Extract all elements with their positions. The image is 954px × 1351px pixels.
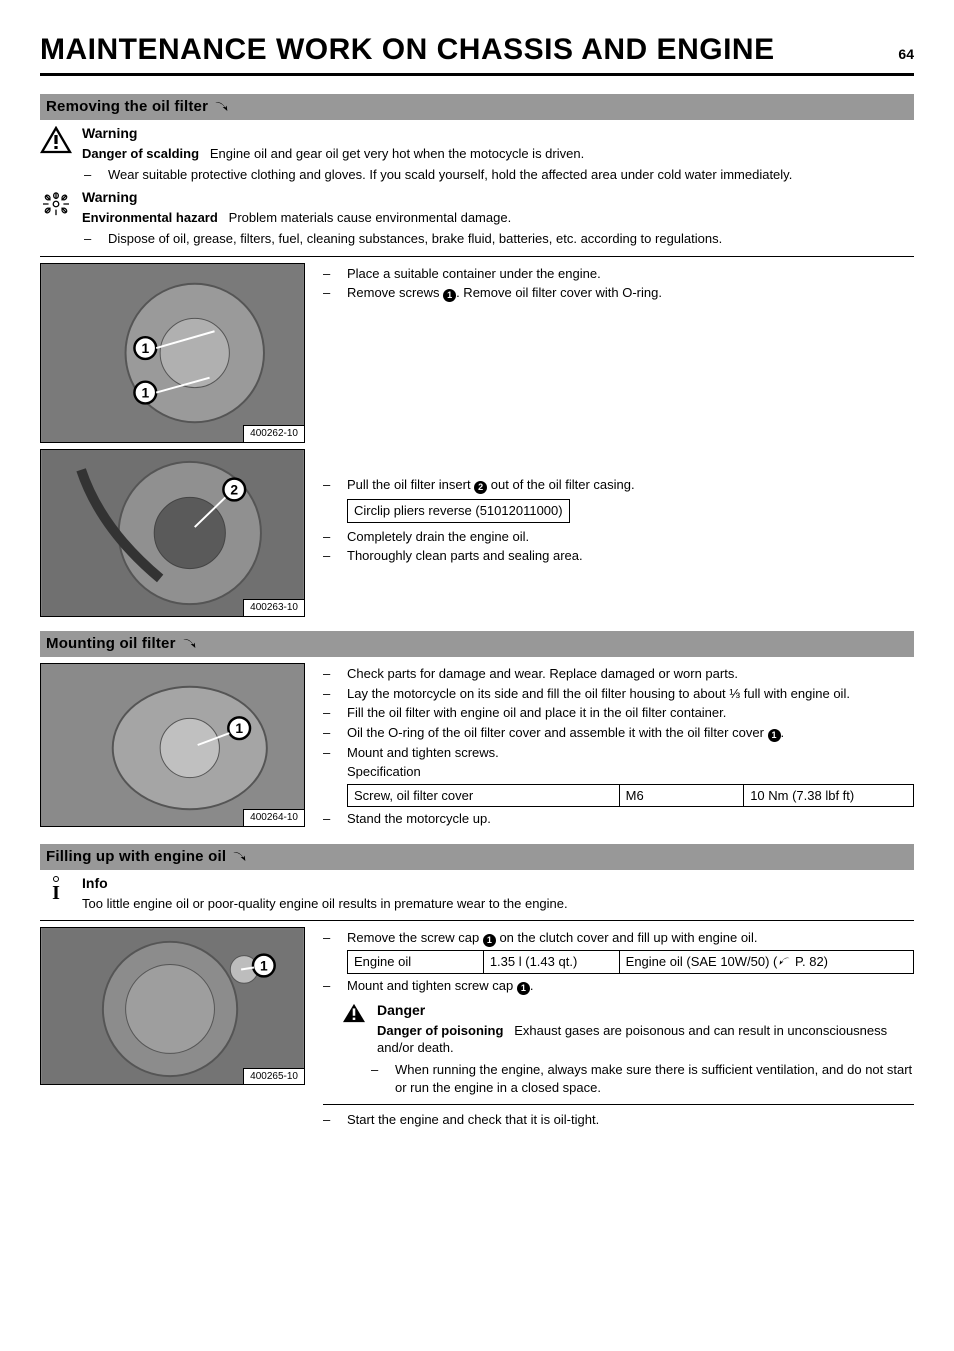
step-text: Oil the O-ring of the oil filter cover a…: [347, 724, 784, 742]
spec-label: Specification: [347, 763, 914, 781]
step-text: Place a suitable container under the eng…: [347, 265, 601, 283]
info-body: Too little engine oil or poor-quality en…: [82, 895, 914, 913]
warning-subhead: Environmental hazard: [82, 210, 218, 225]
step-text: Start the engine and check that it is oi…: [347, 1111, 599, 1129]
warning-body: Environmental hazard Problem materials c…: [82, 209, 914, 227]
warning-body-text: Engine oil and gear oil get very hot whe…: [210, 146, 584, 161]
figure-label: 400263-10: [243, 599, 304, 616]
callout-1: 1: [443, 289, 456, 302]
figure-column: 1 1 400262-10 2: [40, 263, 305, 617]
page-header: MAINTENANCE WORK ON CHASSIS AND ENGINE 6…: [40, 30, 914, 76]
steps-mount: –Check parts for damage and wear. Replac…: [323, 663, 914, 830]
section-title: Filling up with engine oil: [46, 847, 226, 867]
step-text: Mount and tighten screws.: [347, 744, 499, 762]
step-text: Thoroughly clean parts and sealing area.: [347, 547, 583, 565]
section-title: Mounting oil filter: [46, 634, 176, 654]
step-text: Fill the oil filter with engine oil and …: [347, 704, 726, 722]
step-row-mount: 1 400264-10 –Check parts for damage and …: [40, 663, 914, 830]
table-row: Engine oil 1.35 l (1.43 qt.) Engine oil …: [348, 951, 914, 974]
steps-fill: –Remove the screw cap 1 on the clutch co…: [323, 927, 914, 1130]
figure-label: 400264-10: [243, 809, 304, 826]
page-ref-arrow-icon: [777, 956, 791, 967]
divider: [323, 1104, 914, 1105]
info-text: Info Too little engine oil or poor-quali…: [82, 874, 914, 912]
callout-1: 1: [483, 934, 496, 947]
step-text: Stand the motorcycle up.: [347, 810, 491, 828]
step-text: Lay the motorcycle on its side and fill …: [347, 685, 850, 703]
warning-heading: Warning: [82, 188, 914, 207]
svg-text:1: 1: [235, 720, 243, 736]
step-text: Remove the screw cap 1 on the clutch cov…: [347, 929, 757, 947]
step-text: Check parts for damage and wear. Replace…: [347, 665, 738, 683]
step-text: Remove screws 1. Remove oil filter cover…: [347, 284, 662, 302]
svg-text:1: 1: [141, 384, 149, 400]
spec-thread: M6: [619, 784, 744, 807]
spec-torque: 10 Nm (7.38 lbf ft): [744, 784, 914, 807]
danger-bullet: –When running the engine, always make su…: [371, 1061, 914, 1096]
svg-text:1: 1: [260, 958, 268, 974]
warning-text: Warning Environmental hazard Problem mat…: [82, 188, 914, 226]
figure-400265: 1 400265-10: [40, 927, 305, 1085]
info-icon: I: [40, 876, 72, 912]
divider: [40, 256, 914, 257]
callout-1: 1: [768, 729, 781, 742]
bullet-text: Wear suitable protective clothing and gl…: [108, 166, 792, 184]
step-text: Completely drain the engine oil.: [347, 528, 529, 546]
warning-text: Warning Danger of scalding Engine oil an…: [82, 124, 914, 162]
figure-400262: 1 1 400262-10: [40, 263, 305, 443]
danger-triangle-icon: [341, 1001, 367, 1025]
section-mount-filter: Mounting oil filter: [40, 631, 914, 657]
spec-table: Screw, oil filter cover M6 10 Nm (7.38 l…: [347, 784, 914, 808]
curved-arrow-icon: [214, 100, 230, 114]
warning-scald-bullet: –Wear suitable protective clothing and g…: [84, 166, 914, 184]
oil-table: Engine oil 1.35 l (1.43 qt.) Engine oil …: [347, 950, 914, 974]
warning-scald: Warning Danger of scalding Engine oil an…: [40, 124, 914, 162]
bullet-text: Dispose of oil, grease, filters, fuel, c…: [108, 230, 722, 248]
eco-icon: [40, 190, 72, 218]
callout-2: 2: [474, 481, 487, 494]
danger-heading: Danger: [377, 1001, 914, 1020]
figure-label: 400262-10: [243, 425, 304, 442]
section-title: Removing the oil filter: [46, 97, 208, 117]
figure-400264: 1 400264-10: [40, 663, 305, 827]
oil-type: Engine oil (SAE 10W/50) ( P. 82): [619, 951, 913, 974]
page-title: MAINTENANCE WORK ON CHASSIS AND ENGINE: [40, 30, 775, 71]
oil-qty: 1.35 l (1.43 qt.): [483, 951, 619, 974]
warning-body: Danger of scalding Engine oil and gear o…: [82, 145, 914, 163]
oil-label: Engine oil: [348, 951, 484, 974]
bullet-text: When running the engine, always make sur…: [395, 1061, 914, 1096]
warning-subhead: Danger of scalding: [82, 146, 199, 161]
warning-body-text: Problem materials cause environmental da…: [229, 210, 512, 225]
table-row: Screw, oil filter cover M6 10 Nm (7.38 l…: [348, 784, 914, 807]
step-row-1: 1 1 400262-10 2: [40, 263, 914, 617]
warning-triangle-icon: [40, 126, 72, 154]
section-remove-filter: Removing the oil filter: [40, 94, 914, 120]
warning-env-bullet: –Dispose of oil, grease, filters, fuel, …: [84, 230, 914, 248]
danger-body: Danger of poisoning Exhaust gases are po…: [377, 1022, 914, 1057]
step-row-fill: 1 400265-10 –Remove the screw cap 1 on t…: [40, 927, 914, 1130]
section-fill-oil: Filling up with engine oil: [40, 844, 914, 870]
callout-1: 1: [517, 982, 530, 995]
step-text: Pull the oil filter insert 2 out of the …: [347, 476, 635, 494]
page-number: 64: [898, 45, 914, 64]
divider: [40, 920, 914, 921]
steps-remove: –Place a suitable container under the en…: [323, 263, 914, 617]
spec-name: Screw, oil filter cover: [348, 784, 620, 807]
figure-400263: 2 400263-10: [40, 449, 305, 617]
tool-spec: Circlip pliers reverse (51012011000): [347, 499, 570, 523]
danger-text: Danger Danger of poisoning Exhaust gases…: [377, 1001, 914, 1057]
figure-label: 400265-10: [243, 1068, 304, 1085]
info-block: I Info Too little engine oil or poor-qua…: [40, 874, 914, 912]
warning-heading: Warning: [82, 124, 914, 143]
svg-text:2: 2: [230, 481, 238, 497]
curved-arrow-icon: [182, 637, 198, 651]
danger-subhead: Danger of poisoning: [377, 1023, 503, 1038]
warning-env: Warning Environmental hazard Problem mat…: [40, 188, 914, 226]
danger-block: Danger Danger of poisoning Exhaust gases…: [341, 1001, 914, 1057]
step-text: Mount and tighten screw cap 1.: [347, 977, 533, 995]
svg-text:1: 1: [141, 340, 149, 356]
curved-arrow-icon: [232, 850, 248, 864]
info-heading: Info: [82, 874, 914, 893]
